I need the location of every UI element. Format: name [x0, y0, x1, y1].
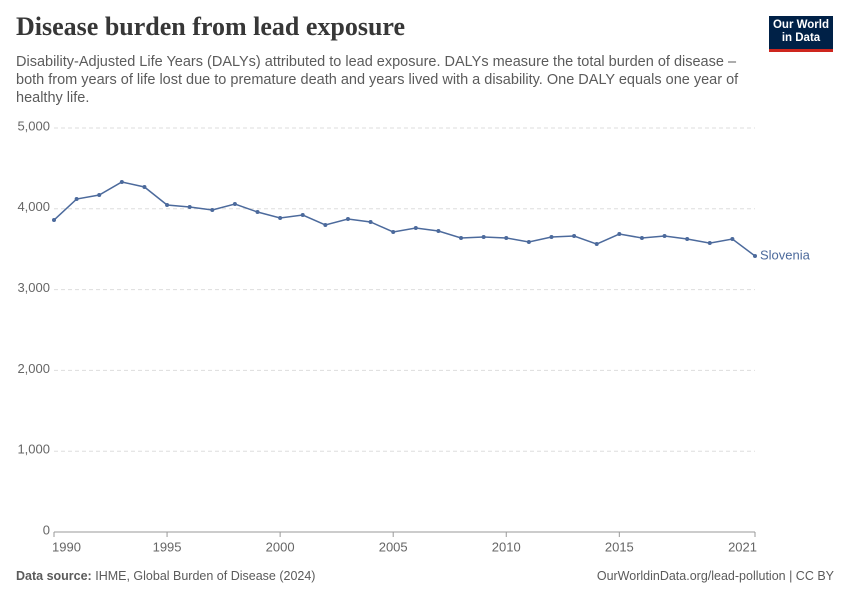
logo-line: in Data	[781, 32, 821, 44]
y-tick-label: 5,000	[17, 118, 50, 133]
point	[436, 229, 441, 234]
x-tick-label: 2015	[605, 539, 634, 554]
point	[368, 219, 373, 224]
point	[187, 205, 192, 210]
point	[753, 253, 757, 258]
point	[323, 222, 328, 227]
chart-title: Disease burden from lead exposure	[16, 12, 406, 41]
point	[74, 197, 79, 202]
point	[549, 234, 554, 239]
series-label: Slovenia	[760, 247, 811, 262]
point	[119, 179, 124, 184]
point	[594, 242, 599, 247]
point	[617, 232, 622, 237]
source: Data source: IHME, Global Burden of Dise…	[16, 569, 315, 583]
point	[459, 235, 464, 240]
line	[53, 181, 756, 257]
point	[142, 184, 147, 189]
point	[504, 235, 509, 240]
x-tick-label: 2005	[379, 539, 408, 554]
point	[52, 218, 56, 223]
point	[300, 213, 305, 218]
point	[662, 234, 667, 239]
point	[278, 216, 283, 221]
logo-line: Our World	[772, 19, 829, 31]
x-tick-label: 2010	[492, 539, 521, 554]
point	[481, 234, 486, 239]
y-tick-label: 2,000	[17, 361, 50, 376]
x-tick-label: 2021	[728, 539, 757, 554]
point	[165, 203, 170, 208]
x-tick-label: 1990	[52, 539, 81, 554]
point	[345, 216, 350, 221]
logo[interactable]: Our World in Data	[769, 16, 833, 52]
source-text: IHME, Global Burden of Disease (2024)	[95, 569, 316, 583]
y-tick-label: 4,000	[17, 199, 50, 214]
point	[707, 241, 712, 246]
point	[639, 235, 644, 240]
y-tick-label: 1,000	[17, 442, 50, 457]
point	[255, 210, 260, 215]
chart-subtitle: Disability-Adjusted Life Years (DALYs) a…	[16, 54, 739, 106]
point	[685, 237, 690, 242]
y-tick-label: 0	[43, 522, 50, 537]
point	[572, 234, 577, 239]
point	[730, 237, 735, 242]
point	[97, 192, 102, 197]
point	[526, 240, 531, 245]
y-tick-label: 3,000	[17, 280, 50, 295]
credit: OurWorldinData.org/lead-pollution | CC B…	[596, 569, 834, 583]
point	[232, 202, 237, 207]
x-tick-label: 2000	[266, 539, 295, 554]
source-label: Data source:	[16, 569, 92, 583]
point	[391, 229, 396, 234]
point	[210, 208, 215, 213]
x-tick-label: 1995	[153, 539, 182, 554]
point	[413, 226, 418, 231]
